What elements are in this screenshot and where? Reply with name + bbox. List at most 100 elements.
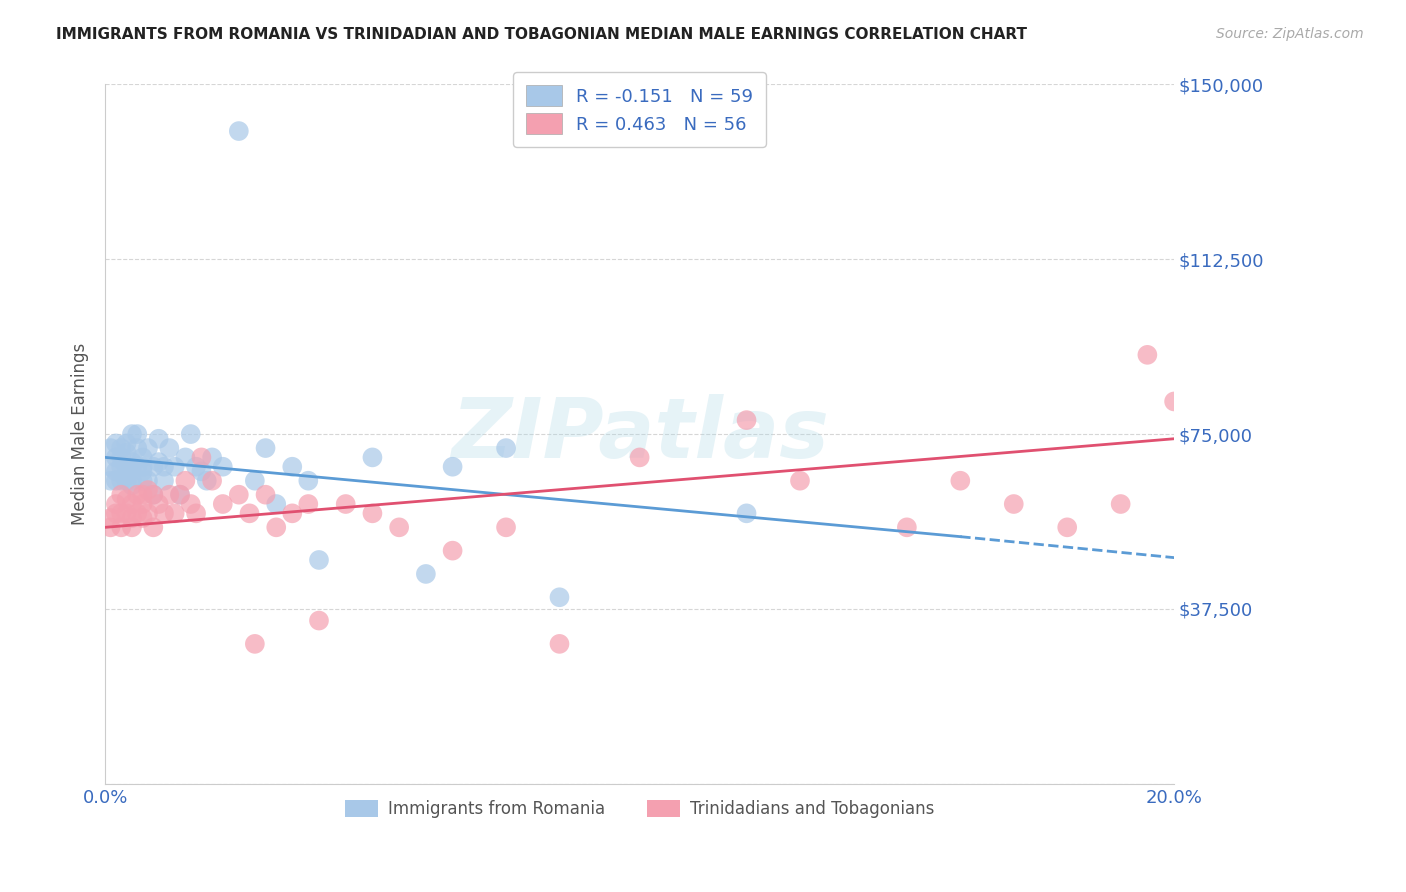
Point [297,497,319,511]
Point [1109,497,1132,511]
Point [441,543,464,558]
Point [142,488,165,502]
Point [174,450,197,465]
Point [195,474,218,488]
Point [148,432,170,446]
Point [896,520,918,534]
Point [110,474,132,488]
Point [789,474,811,488]
Point [121,474,143,488]
Point [121,459,143,474]
Point [115,506,138,520]
Point [115,474,138,488]
Point [127,427,149,442]
Point [110,441,132,455]
Point [142,459,165,474]
Point [180,427,202,442]
Point [110,520,132,534]
Point [121,478,143,492]
Point [495,520,517,534]
Point [104,450,127,465]
Point [228,124,250,138]
Point [136,483,159,497]
Point [163,459,186,474]
Point [136,506,159,520]
Point [308,553,330,567]
Point [104,506,127,520]
Point [100,511,122,525]
Text: IMMIGRANTS FROM ROMANIA VS TRINIDADIAN AND TOBAGONIAN MEDIAN MALE EARNINGS CORRE: IMMIGRANTS FROM ROMANIA VS TRINIDADIAN A… [56,27,1028,42]
Point [121,511,143,525]
Point [157,488,180,502]
Point [100,474,122,488]
Point [115,492,138,507]
Point [1136,348,1159,362]
Point [136,474,159,488]
Point [174,474,197,488]
Point [441,459,464,474]
Point [735,413,758,427]
Text: Source: ZipAtlas.com: Source: ZipAtlas.com [1216,27,1364,41]
Point [157,441,180,455]
Point [100,441,122,455]
Point [127,441,149,455]
Point [131,474,153,488]
Point [495,441,517,455]
Point [131,511,153,525]
Point [115,469,138,483]
Point [104,464,127,478]
Point [169,488,191,502]
Point [136,441,159,455]
Point [190,464,212,478]
Point [735,506,758,520]
Point [153,506,176,520]
Point [548,591,571,605]
Point [264,497,287,511]
Point [949,474,972,488]
Point [254,441,277,455]
Point [548,637,571,651]
Point [148,497,170,511]
Point [238,506,260,520]
Point [100,520,122,534]
Point [142,520,165,534]
Point [264,520,287,534]
Point [110,506,132,520]
Point [127,459,149,474]
Point [190,450,212,465]
Point [243,637,266,651]
Point [308,614,330,628]
Y-axis label: Median Male Earnings: Median Male Earnings [72,343,89,525]
Point [361,450,384,465]
Point [201,474,224,488]
Point [211,497,233,511]
Point [115,436,138,450]
Point [110,450,132,465]
Point [243,474,266,488]
Point [115,446,138,460]
Point [169,488,191,502]
Point [163,506,186,520]
Point [104,474,127,488]
Point [142,488,165,502]
Point [148,455,170,469]
Point [115,459,138,474]
Point [335,497,357,511]
Point [1163,394,1185,409]
Point [110,459,132,474]
Point [131,464,153,478]
Point [180,497,202,511]
Point [297,474,319,488]
Point [153,474,176,488]
Point [131,497,153,511]
Point [361,506,384,520]
Point [1002,497,1025,511]
Point [211,459,233,474]
Point [281,459,304,474]
Point [127,506,149,520]
Point [104,497,127,511]
Point [121,497,143,511]
Point [121,520,143,534]
Point [131,450,153,465]
Point [100,459,122,474]
